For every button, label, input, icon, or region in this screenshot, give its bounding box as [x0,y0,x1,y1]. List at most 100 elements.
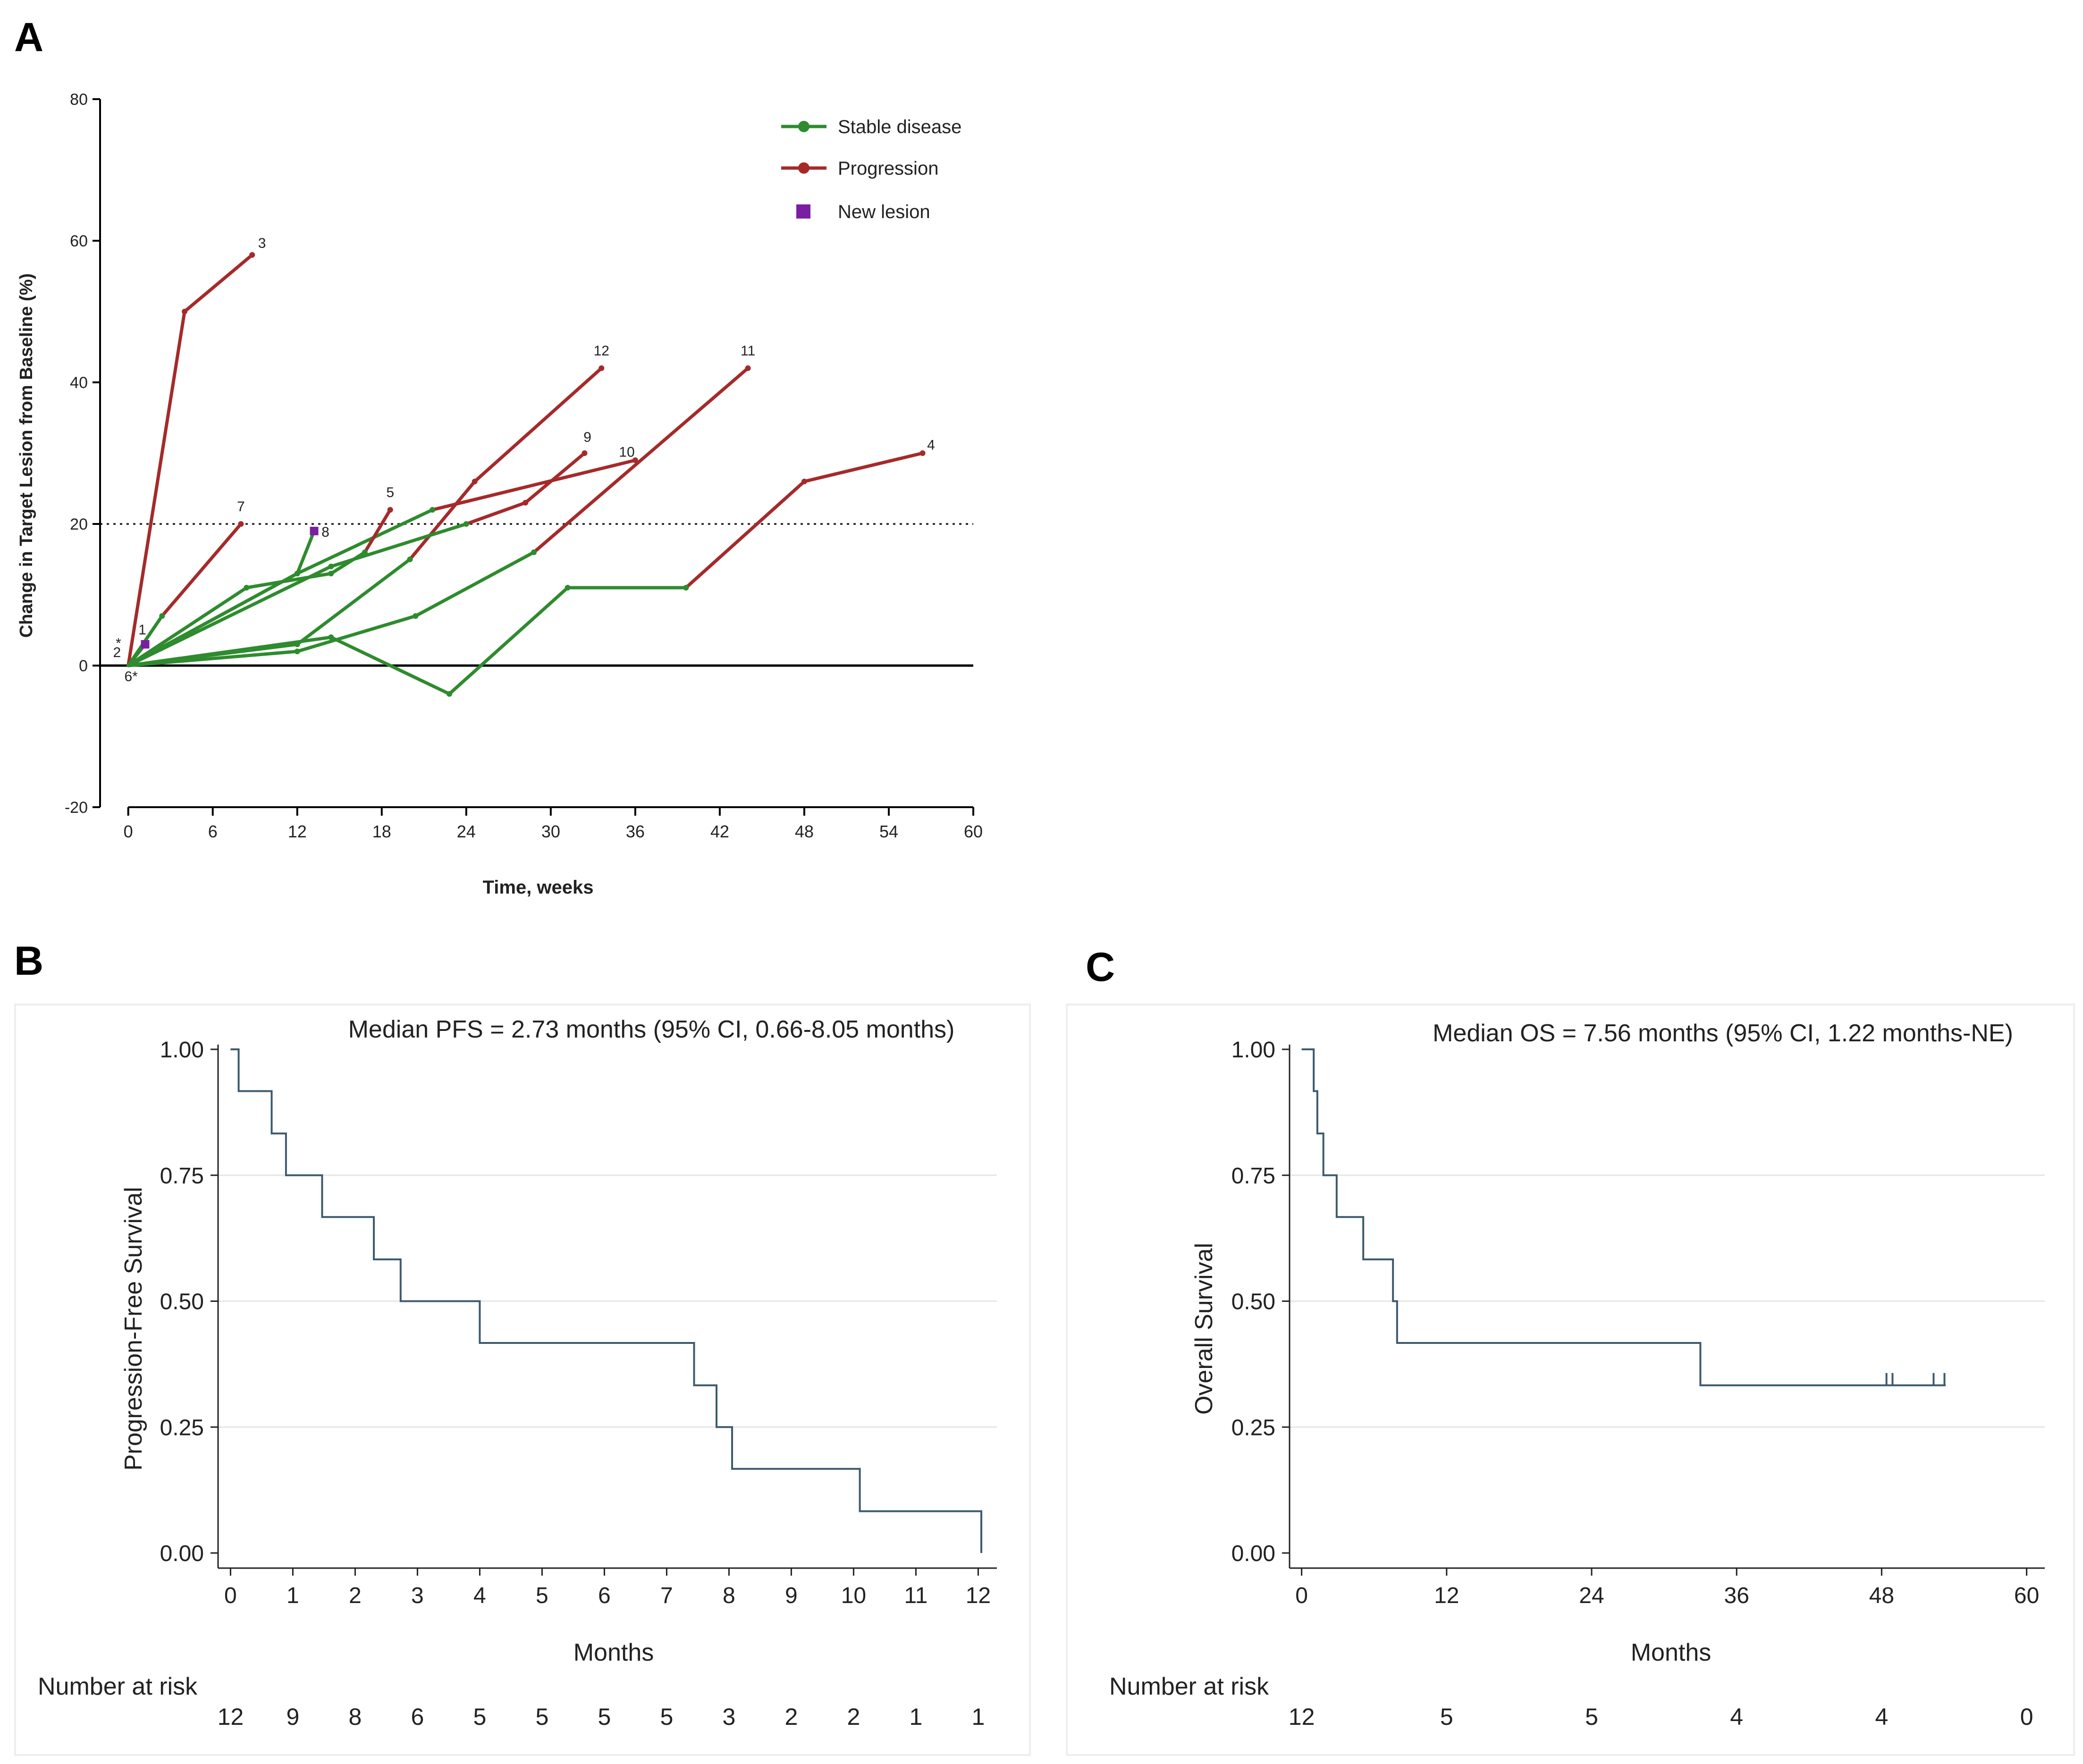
os-axes: 0.00 0.25 0.50 0.75 1.00 0 12 24 36 48 60 [1231,1038,2045,1608]
at-risk-count: 1 [971,1704,985,1730]
series-segment [329,550,367,575]
patient-label: 4 [927,438,935,453]
series-point [328,571,334,576]
patient-label: 1 [138,622,146,638]
series-point [472,479,478,484]
patient-series-10 [126,450,926,697]
x-tick-label: 36 [626,822,645,841]
series-segment [802,451,925,483]
series-segment [126,565,333,667]
x-tick-label: 9 [785,1583,798,1608]
km-step-line [1301,1048,1946,1386]
series-point [565,585,571,591]
legend-label: Progression [838,158,938,179]
y-tick-label: 0.00 [1231,1541,1275,1566]
series-point [683,585,689,591]
x-tick-label: 48 [795,822,814,841]
spider-plot-series [126,252,926,697]
km-step-line [230,1048,982,1553]
x-tick-label: 18 [372,822,391,841]
series-segment [684,480,806,590]
y-tick-label: 1.00 [160,1038,204,1063]
x-tick-label: 60 [2014,1583,2039,1608]
y-tick-label: 40 [70,374,88,392]
x-tick-label: 6 [598,1583,611,1608]
pfs-y-axis-title: Progression-Free Survival [120,1187,147,1470]
series-segment [447,586,570,696]
at-risk-count: 6 [411,1704,424,1730]
series-point [430,507,436,513]
legend-label: Stable disease [838,117,961,137]
baseline-patient-label: 6* [124,669,138,684]
at-risk-count: 5 [1440,1704,1453,1730]
series-segment [413,550,536,618]
series-point [328,564,334,569]
x-tick-label: 0 [124,822,133,841]
new-lesion-marker [310,527,319,535]
patient-label: 5 [386,485,394,500]
x-tick-label: 36 [1724,1583,1749,1608]
y-tick-label: 0.50 [160,1290,204,1315]
series-point [599,365,605,371]
at-risk-count: 2 [847,1704,860,1730]
x-tick-label: 12 [1434,1583,1459,1608]
os-risk-table: 12 5 5 4 4 0 [1289,1704,2033,1730]
series-segment [126,572,299,667]
x-tick-label: 4 [473,1583,486,1608]
pfs-x-axis-title: Months [573,1639,654,1666]
x-tick-label: 48 [1869,1583,1894,1608]
at-risk-count: 5 [473,1704,486,1730]
spider-plot-legend: Stable disease Progression New lesion [781,117,961,222]
legend-marker-swatch [798,162,810,174]
series-segment [295,508,434,575]
x-tick-label: 8 [723,1583,735,1608]
at-risk-count: 5 [598,1704,611,1730]
series-segment [430,458,637,512]
x-tick-label: 60 [964,822,983,841]
y-tick-label: 60 [70,232,88,250]
series-point [244,585,250,591]
series-segment [464,501,527,526]
series-segment [160,522,243,618]
legend-marker-swatch [798,121,810,132]
series-point [531,549,537,555]
series-segment [329,635,451,696]
series-segment [532,366,750,554]
series-segment [126,635,333,667]
y-tick-label: 0.75 [160,1164,204,1189]
y-tick-label: 0 [79,657,88,675]
x-tick-label: 0 [224,1583,237,1608]
series-point [238,521,244,527]
at-risk-count: 12 [1289,1704,1315,1730]
pfs-median-annotation: Median PFS = 2.73 months (95% CI, 0.66-8… [348,1016,955,1043]
x-tick-label: 0 [1295,1583,1308,1608]
series-point [582,450,588,456]
series-point [294,649,300,654]
patient-label: 8 [321,524,329,540]
at-risk-count: 3 [722,1704,735,1730]
pfs-risk-table-label: Number at risk [38,1673,198,1700]
new-lesion-marker [141,640,150,649]
series-point [413,613,419,619]
series-point [249,252,255,258]
spider-plot-y-axis-title: Change in Target Lesion from Baseline (%… [17,273,36,638]
baseline-patient-label: 2 [113,645,121,660]
x-tick-label: 3 [411,1583,424,1608]
panel-c-letter: C [1086,945,1115,990]
series-point [632,457,638,463]
series-segment [126,310,186,667]
pfs-risk-table: 12 9 8 6 5 5 5 5 3 2 2 1 1 [218,1704,985,1730]
series-segment [126,586,248,667]
patient-label: 3 [258,236,266,251]
series-segment [183,253,254,313]
legend-label: New lesion [838,202,930,222]
at-risk-count: 5 [1585,1704,1598,1730]
at-risk-count: 5 [660,1704,673,1730]
series-point [387,507,393,513]
series-point [801,479,807,484]
x-tick-label: 2 [349,1583,362,1608]
os-km-panel: 0.000.250.500.751.000 12 24 36 48 60 12 5 5 4 4 0 … [1109,1020,2045,1730]
